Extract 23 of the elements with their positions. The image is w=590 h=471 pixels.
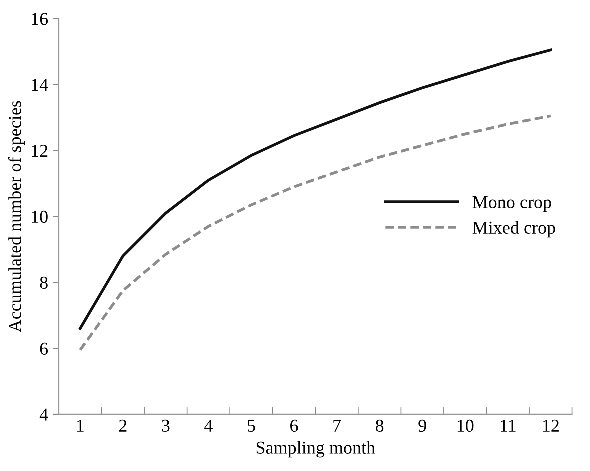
x-tick-label: 3	[162, 420, 170, 432]
y-tick-label: 16	[32, 13, 48, 26]
x-tick-label: 12	[543, 420, 559, 432]
x-tick-label: 8	[376, 420, 384, 432]
x-tick-label: 7	[334, 420, 342, 432]
y-tick-label: 8	[40, 276, 48, 290]
x-tick-label: 10	[458, 420, 474, 432]
x-tick-label: 2	[119, 420, 127, 432]
y-tick-label: 12	[32, 145, 48, 157]
y-tick-label: 4	[40, 408, 48, 421]
x-tick-label: 5	[248, 420, 256, 432]
y-tick-label: 14	[32, 79, 48, 92]
x-tick-label: 9	[418, 420, 426, 432]
x-tick-label: 4	[204, 420, 213, 432]
x-tick-label: 11	[501, 420, 516, 432]
legend-label: Mixed crop	[472, 221, 556, 238]
y-tick-label: 6	[40, 342, 48, 355]
y-axis-title: Accumulated number of species	[8, 101, 25, 333]
y-tick-label: 10	[32, 210, 48, 224]
legend-label: Mono crop	[472, 196, 552, 212]
x-tick-label: 6	[290, 420, 298, 432]
x-axis-title: Sampling month	[256, 441, 376, 458]
x-tick-label: 1	[77, 420, 84, 432]
